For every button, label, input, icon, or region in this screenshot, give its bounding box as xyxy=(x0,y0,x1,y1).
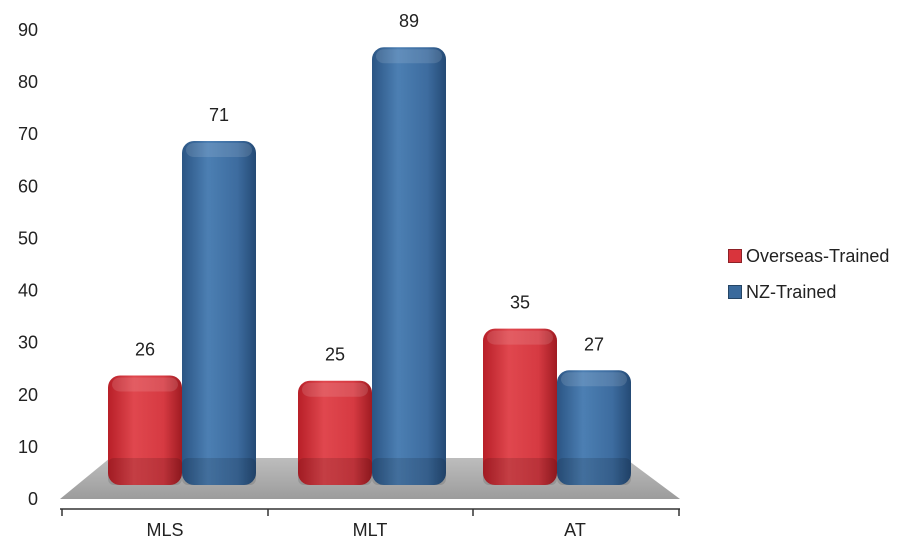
bar-body xyxy=(483,328,557,485)
x-tick-label: AT xyxy=(564,520,586,540)
y-tick-label: 50 xyxy=(18,228,38,248)
bar-highlight xyxy=(302,382,368,397)
data-label: 89 xyxy=(399,11,419,31)
bar-highlight xyxy=(376,49,442,64)
bar-highlight xyxy=(561,372,627,387)
y-tick-label: 70 xyxy=(18,124,38,144)
y-tick-label: 80 xyxy=(18,72,38,92)
bar xyxy=(108,375,182,485)
bar xyxy=(298,380,372,485)
bar-base-shadow xyxy=(108,458,182,485)
bar-body xyxy=(298,380,372,485)
bar-body xyxy=(557,370,631,485)
data-label: 27 xyxy=(584,334,604,354)
bar xyxy=(372,47,446,485)
bar xyxy=(483,328,557,485)
bar-body xyxy=(108,375,182,485)
bar-base-shadow xyxy=(557,458,631,485)
y-tick-label: 0 xyxy=(28,489,38,509)
data-label: 71 xyxy=(209,105,229,125)
x-tick-label: MLT xyxy=(353,520,388,540)
bar-base-shadow xyxy=(298,458,372,485)
legend-label: Overseas-Trained xyxy=(746,245,890,266)
bar-highlight xyxy=(487,330,553,345)
legend-swatch-red xyxy=(728,249,742,263)
legend: Overseas-Trained NZ-Trained xyxy=(728,244,889,316)
data-label: 35 xyxy=(510,293,530,313)
bar-body xyxy=(372,47,446,485)
bar-body xyxy=(182,141,256,485)
y-tick-label: 30 xyxy=(18,333,38,353)
legend-item-overseas-trained: Overseas-Trained xyxy=(728,244,889,268)
legend-swatch-blue xyxy=(728,285,742,299)
bar-base-shadow xyxy=(372,458,446,485)
y-tick-label: 60 xyxy=(18,176,38,196)
bar xyxy=(182,141,256,485)
y-tick-label: 20 xyxy=(18,385,38,405)
data-label: 25 xyxy=(325,345,345,365)
bar-highlight xyxy=(186,143,252,158)
bar xyxy=(557,370,631,485)
legend-item-nz-trained: NZ-Trained xyxy=(728,280,889,304)
y-tick-label: 40 xyxy=(18,281,38,301)
x-tick-label: MLS xyxy=(146,520,183,540)
data-label: 26 xyxy=(135,340,155,360)
bar-highlight xyxy=(112,377,178,392)
bar-base-shadow xyxy=(182,458,256,485)
bar-base-shadow xyxy=(483,458,557,485)
y-tick-label: 10 xyxy=(18,437,38,457)
y-tick-label: 90 xyxy=(18,20,38,40)
legend-label: NZ-Trained xyxy=(746,281,837,302)
